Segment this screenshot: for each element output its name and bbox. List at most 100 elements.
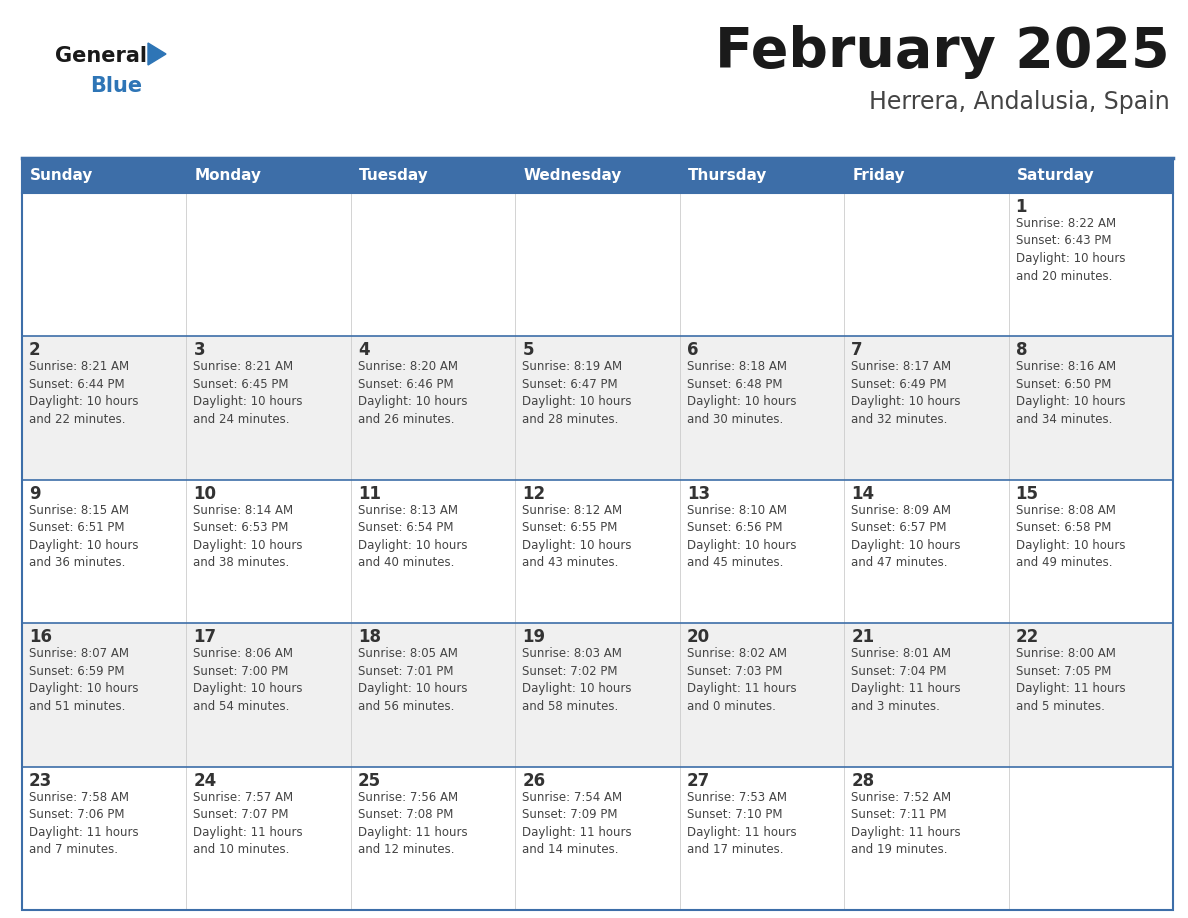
Text: 25: 25 [358,772,381,789]
Text: 21: 21 [851,628,874,646]
Text: 13: 13 [687,485,710,503]
Bar [23,767,187,910]
Text: 5: 5 [523,341,533,360]
Text: Monday: Monday [195,168,261,183]
Bar [1009,158,1173,193]
Bar [350,480,516,623]
Text: Sunrise: 8:10 AM
Sunset: 6:56 PM
Daylight: 10 hours
and 45 minutes.: Sunrise: 8:10 AM Sunset: 6:56 PM Dayligh… [687,504,796,569]
Text: Wednesday: Wednesday [523,168,621,183]
Text: 9: 9 [29,485,40,503]
Bar [23,480,187,623]
Bar [187,336,350,480]
Bar [680,336,845,480]
Text: Sunrise: 7:56 AM
Sunset: 7:08 PM
Daylight: 11 hours
and 12 minutes.: Sunrise: 7:56 AM Sunset: 7:08 PM Dayligh… [358,790,468,856]
Bar [680,193,845,336]
Text: Sunrise: 8:14 AM
Sunset: 6:53 PM
Daylight: 10 hours
and 38 minutes.: Sunrise: 8:14 AM Sunset: 6:53 PM Dayligh… [194,504,303,569]
Text: Sunrise: 7:53 AM
Sunset: 7:10 PM
Daylight: 11 hours
and 17 minutes.: Sunrise: 7:53 AM Sunset: 7:10 PM Dayligh… [687,790,796,856]
Bar [187,158,350,193]
Bar [516,623,680,767]
Text: 22: 22 [1016,628,1038,646]
Text: Sunrise: 7:52 AM
Sunset: 7:11 PM
Daylight: 11 hours
and 19 minutes.: Sunrise: 7:52 AM Sunset: 7:11 PM Dayligh… [851,790,961,856]
Text: 14: 14 [851,485,874,503]
Text: Sunrise: 8:12 AM
Sunset: 6:55 PM
Daylight: 10 hours
and 43 minutes.: Sunrise: 8:12 AM Sunset: 6:55 PM Dayligh… [523,504,632,569]
Bar [187,623,350,767]
Text: 16: 16 [29,628,52,646]
Text: Sunrise: 8:22 AM
Sunset: 6:43 PM
Daylight: 10 hours
and 20 minutes.: Sunrise: 8:22 AM Sunset: 6:43 PM Dayligh… [1016,217,1125,283]
Bar [187,480,350,623]
Bar [680,158,845,193]
Text: Sunrise: 8:05 AM
Sunset: 7:01 PM
Daylight: 10 hours
and 56 minutes.: Sunrise: 8:05 AM Sunset: 7:01 PM Dayligh… [358,647,467,712]
Text: Blue: Blue [90,76,143,96]
Text: 28: 28 [851,772,874,789]
Text: 4: 4 [358,341,369,360]
Bar [845,158,1009,193]
Bar [350,767,516,910]
Text: Sunrise: 8:00 AM
Sunset: 7:05 PM
Daylight: 11 hours
and 5 minutes.: Sunrise: 8:00 AM Sunset: 7:05 PM Dayligh… [1016,647,1125,712]
Text: Sunrise: 8:17 AM
Sunset: 6:49 PM
Daylight: 10 hours
and 32 minutes.: Sunrise: 8:17 AM Sunset: 6:49 PM Dayligh… [851,361,961,426]
Text: Sunrise: 8:06 AM
Sunset: 7:00 PM
Daylight: 10 hours
and 54 minutes.: Sunrise: 8:06 AM Sunset: 7:00 PM Dayligh… [194,647,303,712]
Text: Sunrise: 8:03 AM
Sunset: 7:02 PM
Daylight: 10 hours
and 58 minutes.: Sunrise: 8:03 AM Sunset: 7:02 PM Dayligh… [523,647,632,712]
Bar [1009,336,1173,480]
Bar [23,623,187,767]
Bar [187,193,350,336]
Bar [680,767,845,910]
Text: 2: 2 [29,341,40,360]
Text: 17: 17 [194,628,216,646]
Text: Sunrise: 8:18 AM
Sunset: 6:48 PM
Daylight: 10 hours
and 30 minutes.: Sunrise: 8:18 AM Sunset: 6:48 PM Dayligh… [687,361,796,426]
Text: Sunrise: 7:57 AM
Sunset: 7:07 PM
Daylight: 11 hours
and 10 minutes.: Sunrise: 7:57 AM Sunset: 7:07 PM Dayligh… [194,790,303,856]
Text: 12: 12 [523,485,545,503]
Text: 20: 20 [687,628,710,646]
Text: 6: 6 [687,341,699,360]
Text: 15: 15 [1016,485,1038,503]
Text: Sunrise: 8:20 AM
Sunset: 6:46 PM
Daylight: 10 hours
and 26 minutes.: Sunrise: 8:20 AM Sunset: 6:46 PM Dayligh… [358,361,467,426]
Text: 18: 18 [358,628,381,646]
Bar [1009,767,1173,910]
Text: Thursday: Thursday [688,168,767,183]
Text: Sunrise: 8:09 AM
Sunset: 6:57 PM
Daylight: 10 hours
and 47 minutes.: Sunrise: 8:09 AM Sunset: 6:57 PM Dayligh… [851,504,961,569]
Text: 27: 27 [687,772,710,789]
Bar [350,623,516,767]
Bar [516,767,680,910]
Polygon shape [148,43,166,65]
Text: Sunrise: 7:58 AM
Sunset: 7:06 PM
Daylight: 11 hours
and 7 minutes.: Sunrise: 7:58 AM Sunset: 7:06 PM Dayligh… [29,790,139,856]
Bar [845,193,1009,336]
Text: Sunrise: 8:01 AM
Sunset: 7:04 PM
Daylight: 11 hours
and 3 minutes.: Sunrise: 8:01 AM Sunset: 7:04 PM Dayligh… [851,647,961,712]
Text: Sunrise: 8:15 AM
Sunset: 6:51 PM
Daylight: 10 hours
and 36 minutes.: Sunrise: 8:15 AM Sunset: 6:51 PM Dayligh… [29,504,139,569]
Bar [845,767,1009,910]
Bar [350,158,516,193]
Bar [350,193,516,336]
Text: Sunrise: 7:54 AM
Sunset: 7:09 PM
Daylight: 11 hours
and 14 minutes.: Sunrise: 7:54 AM Sunset: 7:09 PM Dayligh… [523,790,632,856]
Text: 1: 1 [1016,198,1028,216]
Text: Sunrise: 8:21 AM
Sunset: 6:45 PM
Daylight: 10 hours
and 24 minutes.: Sunrise: 8:21 AM Sunset: 6:45 PM Dayligh… [194,361,303,426]
Text: Saturday: Saturday [1017,168,1094,183]
Text: 10: 10 [194,485,216,503]
Text: 24: 24 [194,772,216,789]
Text: 7: 7 [851,341,862,360]
Bar [845,623,1009,767]
Text: Sunrise: 8:08 AM
Sunset: 6:58 PM
Daylight: 10 hours
and 49 minutes.: Sunrise: 8:08 AM Sunset: 6:58 PM Dayligh… [1016,504,1125,569]
Bar [1009,480,1173,623]
Bar [1009,193,1173,336]
Text: Sunrise: 8:13 AM
Sunset: 6:54 PM
Daylight: 10 hours
and 40 minutes.: Sunrise: 8:13 AM Sunset: 6:54 PM Dayligh… [358,504,467,569]
Text: Sunrise: 8:02 AM
Sunset: 7:03 PM
Daylight: 11 hours
and 0 minutes.: Sunrise: 8:02 AM Sunset: 7:03 PM Dayligh… [687,647,796,712]
Bar [516,158,680,193]
Text: Sunrise: 8:16 AM
Sunset: 6:50 PM
Daylight: 10 hours
and 34 minutes.: Sunrise: 8:16 AM Sunset: 6:50 PM Dayligh… [1016,361,1125,426]
Bar [23,158,187,193]
Text: 8: 8 [1016,341,1028,360]
Text: Sunrise: 8:19 AM
Sunset: 6:47 PM
Daylight: 10 hours
and 28 minutes.: Sunrise: 8:19 AM Sunset: 6:47 PM Dayligh… [523,361,632,426]
Text: 3: 3 [194,341,206,360]
Bar [845,336,1009,480]
Bar [23,193,187,336]
Text: Herrera, Andalusia, Spain: Herrera, Andalusia, Spain [870,90,1170,114]
Bar [1009,623,1173,767]
Text: General: General [55,46,147,66]
Bar [23,158,1173,910]
Text: February 2025: February 2025 [715,25,1170,79]
Bar [516,480,680,623]
Bar [350,336,516,480]
Bar [516,193,680,336]
Text: Sunrise: 8:07 AM
Sunset: 6:59 PM
Daylight: 10 hours
and 51 minutes.: Sunrise: 8:07 AM Sunset: 6:59 PM Dayligh… [29,647,139,712]
Bar [680,623,845,767]
Text: 19: 19 [523,628,545,646]
Bar [516,336,680,480]
